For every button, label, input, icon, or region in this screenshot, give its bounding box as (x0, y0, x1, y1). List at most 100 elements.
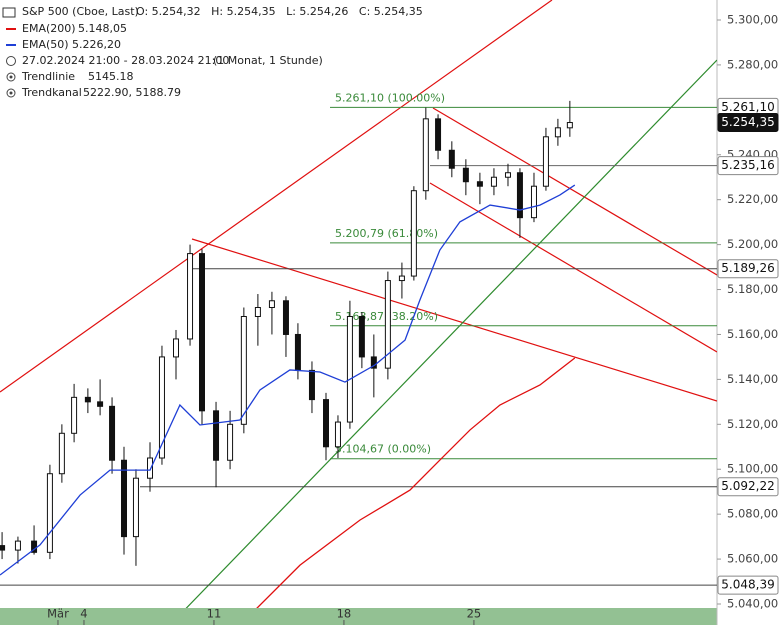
candle-body (448, 149, 455, 169)
candle-body (132, 477, 139, 538)
candle-body (530, 185, 537, 219)
candle-body (97, 401, 104, 407)
y-tick-label: 5.060,00 (727, 552, 778, 566)
price-box-label: 5.261,10 (721, 100, 774, 114)
candle-body (334, 421, 341, 448)
candle-body (198, 253, 205, 412)
candle-body (147, 457, 154, 479)
x-tick-label: 11 (207, 607, 222, 621)
candle-body (294, 333, 301, 371)
y-tick-label: 5.080,00 (727, 507, 778, 521)
legend-value: 5145.18 (88, 70, 134, 83)
fib-label: 5.104,67 (0.00%) (335, 443, 431, 456)
candle-body (323, 399, 330, 448)
drawings (0, 0, 717, 608)
trend-line (191, 238, 717, 402)
ema-line (256, 357, 576, 608)
drawing-icon (9, 91, 13, 95)
candle-body (410, 190, 417, 277)
legend-value: 5.148,05 (78, 22, 127, 35)
candle-body (84, 396, 91, 403)
data-layer: 5.261,10 (100.00%)5.200,79 (61.80%)5.163… (0, 13, 779, 625)
candle-body (227, 423, 234, 461)
y-tick-label: 5.300,00 (727, 13, 778, 27)
y-tick-label: 5.140,00 (727, 372, 778, 386)
y-tick-label: 5.160,00 (727, 327, 778, 341)
price-box (717, 477, 779, 497)
ohlc: O: 5.254,32 H: 5.254,35 L: 5.254,26 C: 5… (136, 5, 423, 18)
x-tick-label: 4 (80, 607, 87, 621)
clock-icon (6, 56, 16, 66)
candle-body (254, 307, 261, 317)
candle-body (554, 127, 561, 138)
legend: S&P 500 (Cboe, Last) O: 5.254,32 H: 5.25… (2, 5, 423, 99)
candle-body (158, 356, 165, 459)
price-box-label: 5.189,26 (721, 261, 774, 275)
candle-body (490, 176, 497, 187)
candle-body (71, 396, 78, 434)
y-tick-label: 5.220,00 (727, 192, 778, 206)
candle-body (14, 540, 21, 551)
candle-body (346, 315, 353, 423)
candle-body (240, 315, 247, 425)
candle-body (504, 172, 511, 178)
candle-body (0, 545, 6, 551)
price-box-label: 5.254,35 (721, 115, 774, 129)
drawing-icon (6, 88, 16, 98)
candle-body (516, 172, 523, 219)
price-box (717, 156, 779, 176)
candle-body (435, 118, 442, 151)
legend-label: Trendkanal (21, 86, 82, 99)
x-tick-label: 25 (467, 607, 482, 621)
legend-label: EMA(50) (22, 38, 69, 51)
trend-channel-line (0, 0, 553, 393)
trend-channel-line (432, 107, 717, 276)
y-tick-label: 5.120,00 (727, 417, 778, 431)
y-tick-label: 5.280,00 (727, 57, 778, 71)
legend-label: Trendlinie (21, 70, 75, 83)
x-tick-label: Mär (47, 607, 69, 621)
candle-body (31, 540, 38, 553)
price-box (717, 575, 779, 595)
candle-body (542, 136, 549, 187)
price-box (717, 113, 779, 133)
legend-label: EMA(200) (22, 22, 76, 35)
price-box-label: 5.235,16 (721, 158, 774, 172)
candle-body (358, 315, 365, 358)
candle-body (268, 300, 275, 309)
fib-label: 5.200,79 (61.80%) (335, 227, 438, 240)
candle-body (213, 410, 220, 461)
date-band (0, 608, 717, 625)
y-tick-label: 5.200,00 (727, 237, 778, 251)
candle-body (384, 280, 391, 369)
period: (1 Monat, 1 Stunde) (213, 54, 323, 67)
trend-line-green (185, 59, 717, 608)
candle-body (121, 459, 128, 538)
plot-area: 5.261,10 (100.00%)5.200,79 (61.80%)5.163… (0, 91, 717, 608)
candle-body (58, 432, 65, 475)
x-tick-label: 18 (337, 607, 352, 621)
y-tick-label: 5.100,00 (727, 462, 778, 476)
price-box-label: 5.092,22 (721, 479, 774, 493)
fib-label: 5.261,10 (100.00%) (335, 91, 445, 104)
candle-body (398, 275, 405, 282)
y-tick-label: 5.040,00 (727, 597, 778, 611)
candle-body (46, 473, 53, 553)
candle-body (566, 122, 573, 129)
drawing-icon (9, 75, 13, 79)
candle-body (370, 356, 377, 369)
candle-body (476, 181, 483, 187)
date-range: 27.02.2024 21:00 - 28.03.2024 21:00 (22, 54, 229, 67)
legend-value: 5222.90, 5188.79 (83, 86, 181, 99)
candle-body (282, 300, 289, 335)
price-box-label: 5.048,39 (721, 578, 774, 592)
price-box (717, 259, 779, 279)
candle-body (173, 338, 180, 358)
symbol-icon (2, 7, 16, 18)
y-tick-label: 5.180,00 (727, 282, 778, 296)
candle-body (187, 253, 194, 340)
candle-body (422, 118, 429, 192)
candle-body (308, 369, 315, 401)
candle-body (109, 405, 116, 461)
